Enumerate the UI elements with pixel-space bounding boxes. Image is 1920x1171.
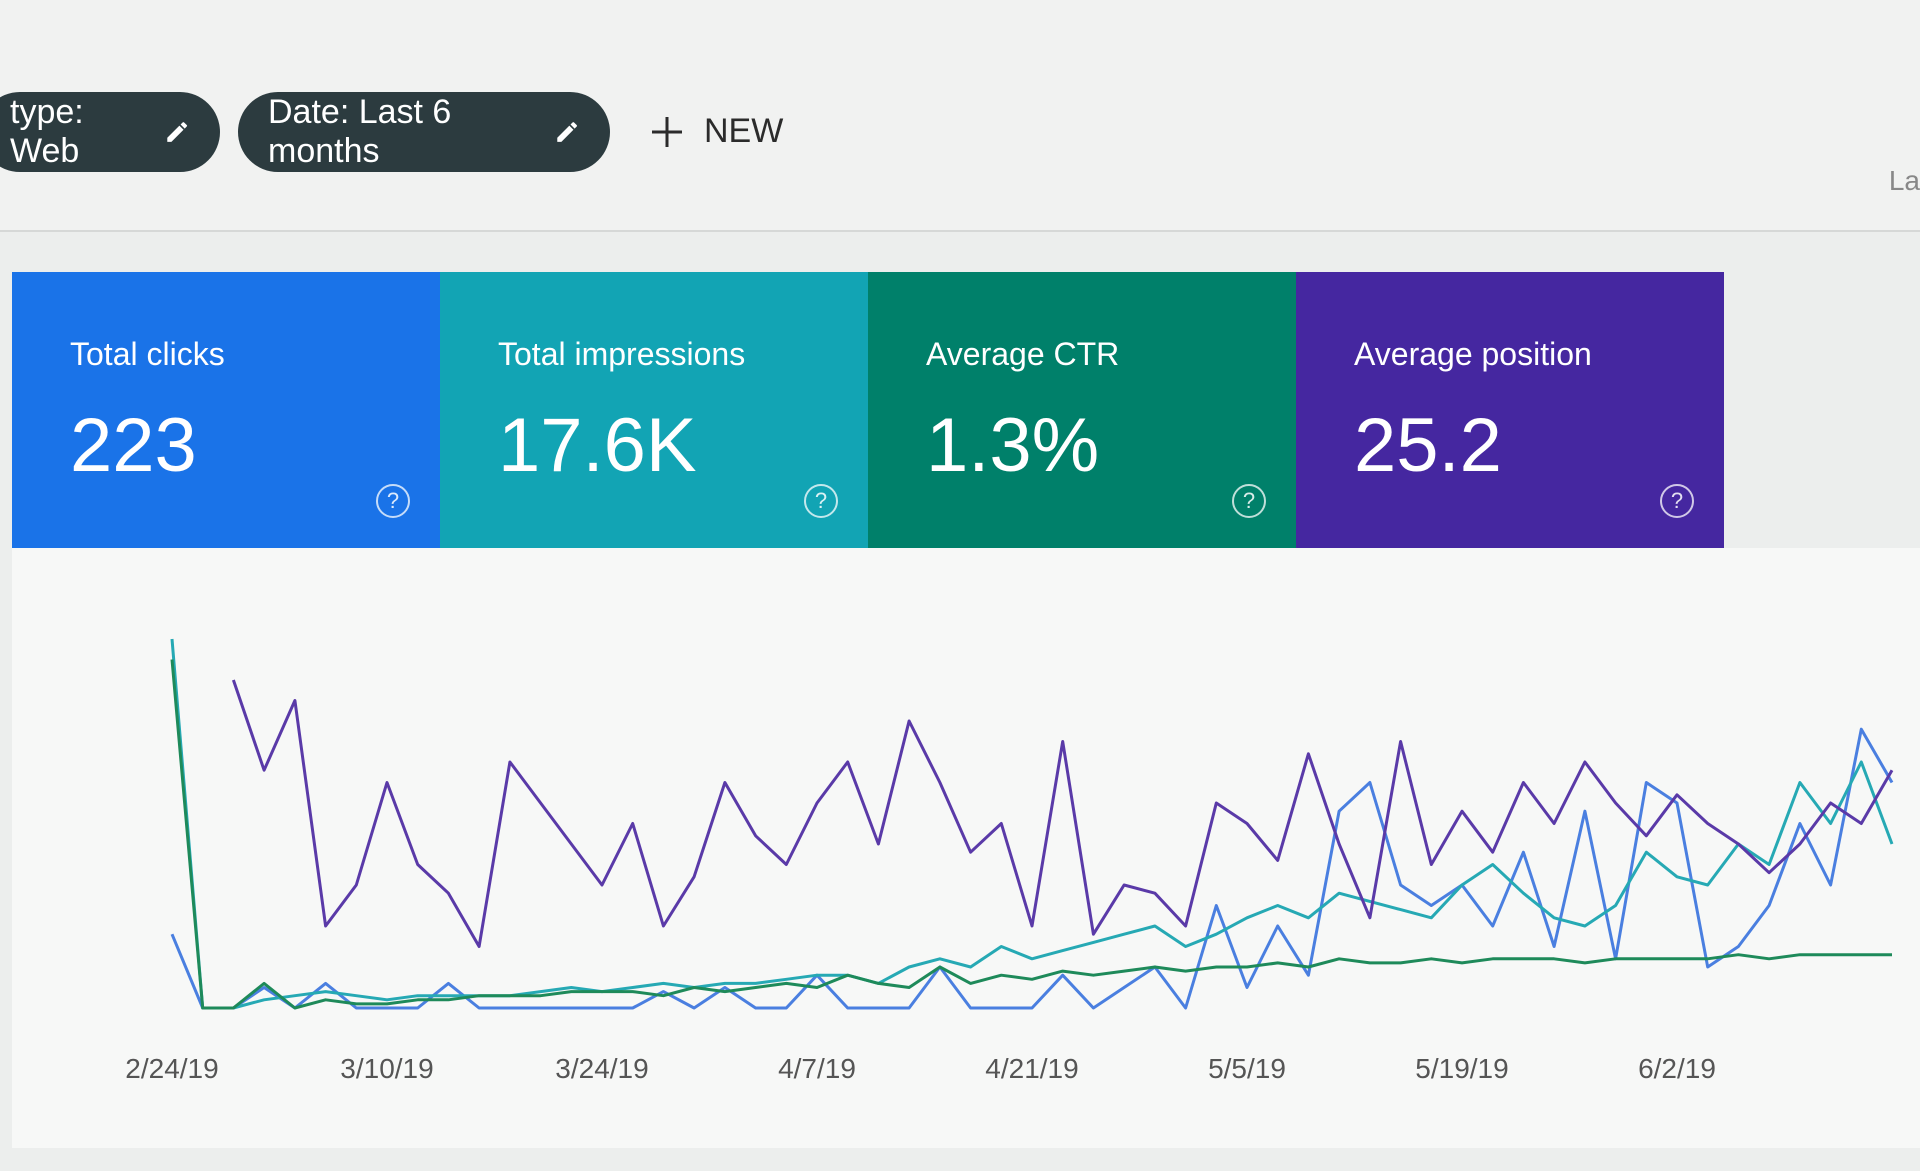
x-tick-label: 2/24/19 [125, 1053, 218, 1084]
edit-icon [166, 122, 187, 142]
filter-chip[interactable]: Date: Last 6 months [238, 92, 610, 172]
new-filter-button[interactable]: NEW [650, 112, 783, 151]
filter-bar: type: Web Date: Last 6 months NEW La [0, 0, 1920, 232]
card-label: Average CTR [926, 336, 1120, 372]
chip-label: Date: Last 6 months [268, 93, 452, 170]
x-tick-label: 5/5/19 [1208, 1053, 1286, 1084]
metric-cards: Total clicks 223? Total impressions 17.6K? A… [12, 272, 1724, 548]
x-tick-label: 5/19/19 [1415, 1053, 1508, 1084]
plus-icon [652, 116, 682, 147]
series-line [170, 638, 1894, 1010]
help-icon[interactable]: ? [376, 484, 410, 518]
metric-card[interactable]: Total clicks 223? [12, 272, 440, 548]
chart: 2/24/19 3/10/19 3/24/19 4/7/19 4/21/19 5/5/19… [125, 638, 1894, 1084]
card-value: 223 [70, 403, 197, 488]
card-label: Average position [1354, 336, 1592, 372]
help-icon[interactable]: ? [1232, 484, 1266, 518]
x-tick-label: 6/2/19 [1638, 1053, 1716, 1084]
chip-label: type: Web [10, 93, 84, 170]
card-value: 25.2 [1354, 403, 1502, 488]
series-line [170, 727, 1894, 1010]
help-icon[interactable]: ? [1660, 484, 1694, 518]
metric-card[interactable]: Total impressions 17.6K? [440, 272, 868, 548]
x-tick-label: 3/24/19 [555, 1053, 648, 1084]
card-value: 1.3% [926, 403, 1100, 488]
x-tick-label: 4/7/19 [778, 1053, 856, 1084]
card-value: 17.6K [498, 403, 697, 488]
card-label: Total impressions [498, 336, 746, 372]
metric-card[interactable]: Average position 25.2? [1296, 272, 1724, 548]
help-icon[interactable]: ? [804, 484, 838, 518]
filter-chip[interactable]: type: Web [0, 92, 220, 172]
series-line [231, 679, 1894, 948]
new-label: NEW [704, 112, 784, 150]
card-label: Total clicks [70, 336, 225, 372]
chart-panel: 2/24/19 3/10/19 3/24/19 4/7/19 4/21/19 5/5/19… [12, 548, 1920, 1148]
series-line [170, 659, 1892, 1010]
partial-text: La [1888, 165, 1920, 196]
metric-card[interactable]: Average CTR 1.3%? [868, 272, 1296, 548]
x-tick-label: 3/10/19 [340, 1053, 433, 1084]
edit-icon [557, 122, 577, 142]
x-tick-label: 4/21/19 [985, 1053, 1078, 1084]
